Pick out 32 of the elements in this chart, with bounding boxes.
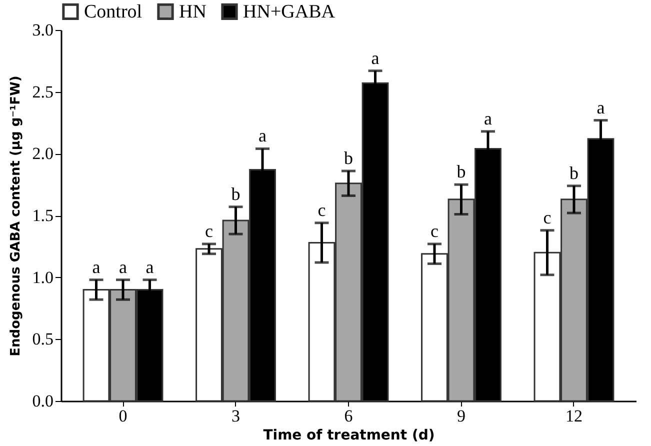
y-tick-label: 2.0 — [32, 144, 54, 164]
y-tick-label: 0.5 — [32, 330, 54, 349]
x-tick-label: 12 — [565, 406, 582, 426]
x-tick-label: 6 — [344, 406, 353, 426]
y-tick-label: 1.0 — [32, 268, 54, 287]
x-axis-title: Time of treatment (d) — [263, 428, 435, 444]
data-label: b — [569, 162, 578, 183]
data-label: a — [119, 256, 128, 277]
legend-label: HN — [179, 2, 207, 23]
legend-label: Control — [84, 2, 142, 23]
data-label: a — [92, 256, 100, 277]
data-label: a — [484, 108, 492, 128]
data-label: a — [146, 256, 154, 277]
y-tick-label: 2.5 — [32, 82, 54, 102]
data-label: a — [258, 126, 267, 146]
y-tick-label: 1.5 — [32, 206, 54, 225]
data-label: b — [344, 148, 353, 168]
data-label: b — [456, 162, 466, 182]
data-label: c — [543, 207, 552, 228]
data-label: c — [205, 220, 213, 241]
x-tick-label: 3 — [232, 406, 240, 426]
y-tick-label: 0.0 — [32, 392, 54, 410]
y-axis-title: Endogenous GABA content (μg g⁻¹FW) — [8, 76, 24, 356]
data-label: a — [596, 97, 605, 118]
data-label: a — [371, 48, 380, 68]
x-tick-label: 0 — [118, 406, 128, 426]
data-label: b — [231, 184, 240, 204]
y-tick-label: 3.0 — [32, 20, 54, 40]
data-label: c — [430, 220, 438, 241]
data-label: c — [318, 200, 326, 220]
x-tick-label: 9 — [456, 406, 466, 426]
legend-label: HN+GABA — [243, 2, 336, 23]
